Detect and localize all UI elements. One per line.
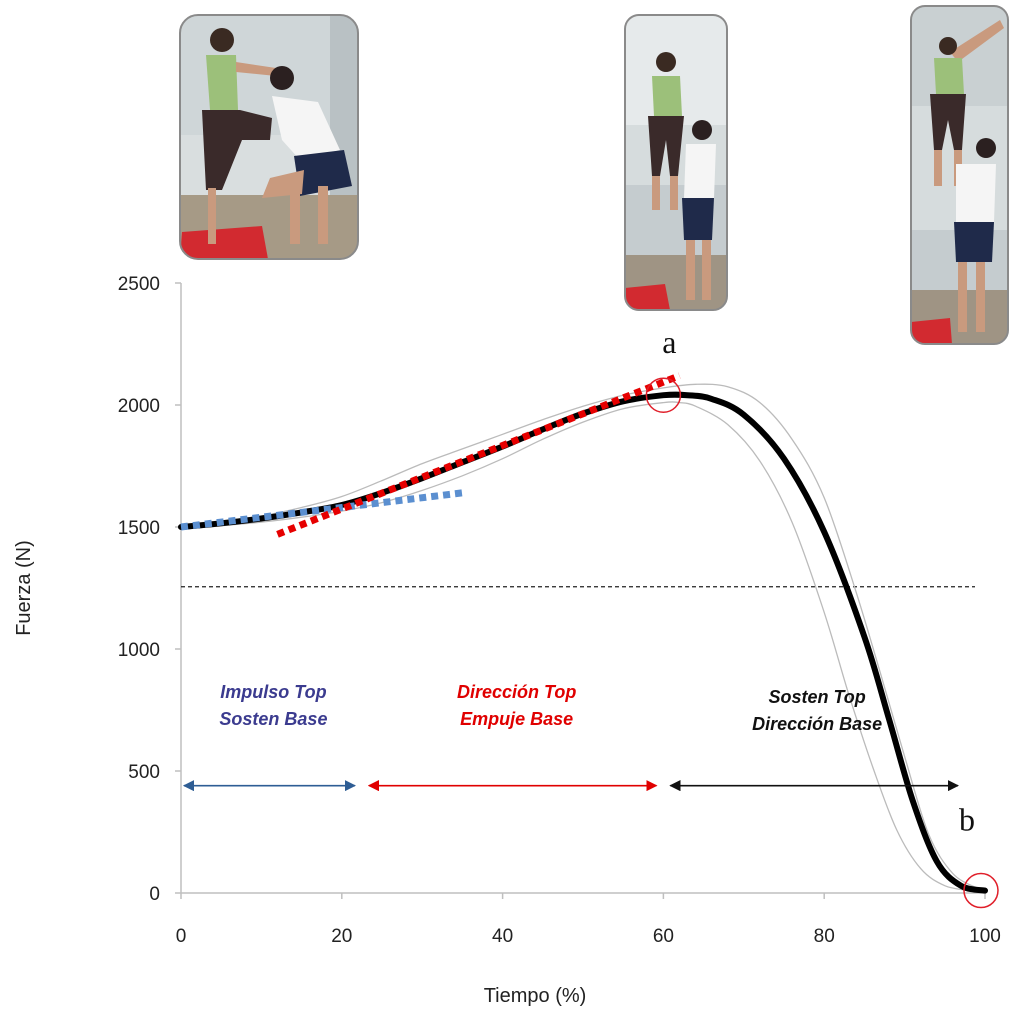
x-axis-title: Tiempo (%)	[484, 985, 587, 1007]
phase-label-2-line-2: Empuje Base	[460, 709, 573, 729]
point-label-b: b	[959, 802, 975, 838]
phases-group: Impulso Top Sosten Base Dirección Top Empuj…	[182, 682, 960, 792]
series-mean	[178, 391, 988, 894]
y-axis-ticks: 0 500 1000 1500 2000 2500	[118, 274, 181, 905]
point-marker-a	[645, 377, 682, 413]
series-group	[178, 372, 988, 894]
phase-label-2-line-1: Dirección Top	[457, 682, 576, 702]
photo-phase-direction	[625, 15, 727, 310]
y-tick-label: 0	[149, 884, 160, 905]
phase-label-3-line-1: Sosten Top	[768, 687, 865, 707]
y-axis-title: Fuerza (N)	[13, 540, 35, 636]
x-tick-label: 100	[969, 926, 1001, 947]
series-upper-band	[180, 383, 978, 889]
y-tick-label: 500	[128, 762, 160, 783]
y-tick-label: 1000	[118, 640, 160, 661]
series-lower-band	[180, 401, 970, 892]
x-tick-label: 40	[492, 926, 513, 947]
point-marker-b	[963, 872, 999, 909]
x-tick-label: 80	[814, 926, 835, 947]
photo-phase-impulse	[180, 15, 358, 259]
y-tick-label: 2500	[118, 274, 160, 295]
x-tick-label: 20	[331, 926, 352, 947]
phase-label-1-line-2: Sosten Base	[219, 709, 327, 729]
points-group: ab	[645, 324, 999, 909]
x-tick-label: 0	[176, 926, 187, 947]
y-tick-label: 2000	[118, 396, 160, 417]
x-tick-label: 60	[653, 926, 674, 947]
photo-phase-hold	[911, 6, 1008, 344]
point-label-a: a	[662, 324, 676, 360]
x-axis-ticks: 0 20 40 60 80 100	[176, 893, 1001, 947]
phase-label-3-line-2: Dirección Base	[752, 714, 882, 734]
series-trend-red	[276, 372, 681, 538]
y-tick-label: 1500	[118, 518, 160, 539]
phase-label-1-line-1: Impulso Top	[220, 682, 326, 702]
